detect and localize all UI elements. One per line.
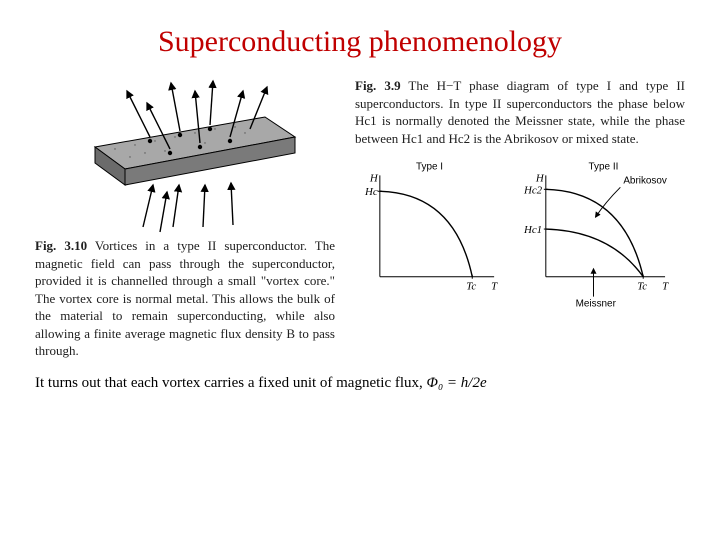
type2-curve-hc2 [546,189,643,276]
flux-formula: Φ₀ = h/2e [427,375,487,391]
fig-3-9-label: Fig. 3.9 [355,78,401,93]
type2-hc1: Hc1 [523,224,542,236]
fig-3-10-text: Vortices in a type II superconductor. Th… [35,238,335,358]
type1-xaxis: T [491,281,498,293]
type2-tc: Tc [637,281,647,293]
phase-diagrams-row: Type I H T Hc Tc Type II H T [355,157,685,317]
type2-xaxis: T [662,281,669,293]
type2-title: Type II [589,162,619,173]
type1-curve [380,191,472,276]
abrikosov-label: Abrikosov [623,176,667,187]
page-title: Superconducting phenomenology [35,25,685,59]
fig-3-9-caption: Fig. 3.9 The H−T phase diagram of type I… [355,77,685,147]
fig-3-9-text: The H−T phase diagram of type I and type… [355,78,685,146]
fig-3-10-caption: Fig. 3.10 Vortices in a type II supercon… [35,237,335,360]
field-arrows-bottom [143,183,233,232]
type2-hc2: Hc2 [523,184,543,196]
type1-phase-diagram: Type I H T Hc Tc [355,157,504,307]
type1-hc: Hc [364,186,378,198]
type1-title: Type I [416,162,443,173]
fig-3-10-label: Fig. 3.10 [35,238,87,253]
meissner-label: Meissner [576,299,617,310]
type2-phase-diagram: Type II H T Hc2 Hc1 Tc Abrikosov Mei [516,157,685,317]
type1-yaxis: H [369,173,379,185]
type1-tc: Tc [466,281,476,293]
flux-quantum-statement: It turns out that each vortex carries a … [35,375,685,392]
left-column: Fig. 3.10 Vortices in a type II supercon… [35,77,335,360]
type2-yaxis: H [535,173,545,185]
flux-text: It turns out that each vortex carries a … [35,375,427,391]
right-column: Fig. 3.9 The H−T phase diagram of type I… [355,77,685,317]
vortex-slab-figure [35,77,325,237]
content-row: Fig. 3.10 Vortices in a type II supercon… [35,77,685,360]
